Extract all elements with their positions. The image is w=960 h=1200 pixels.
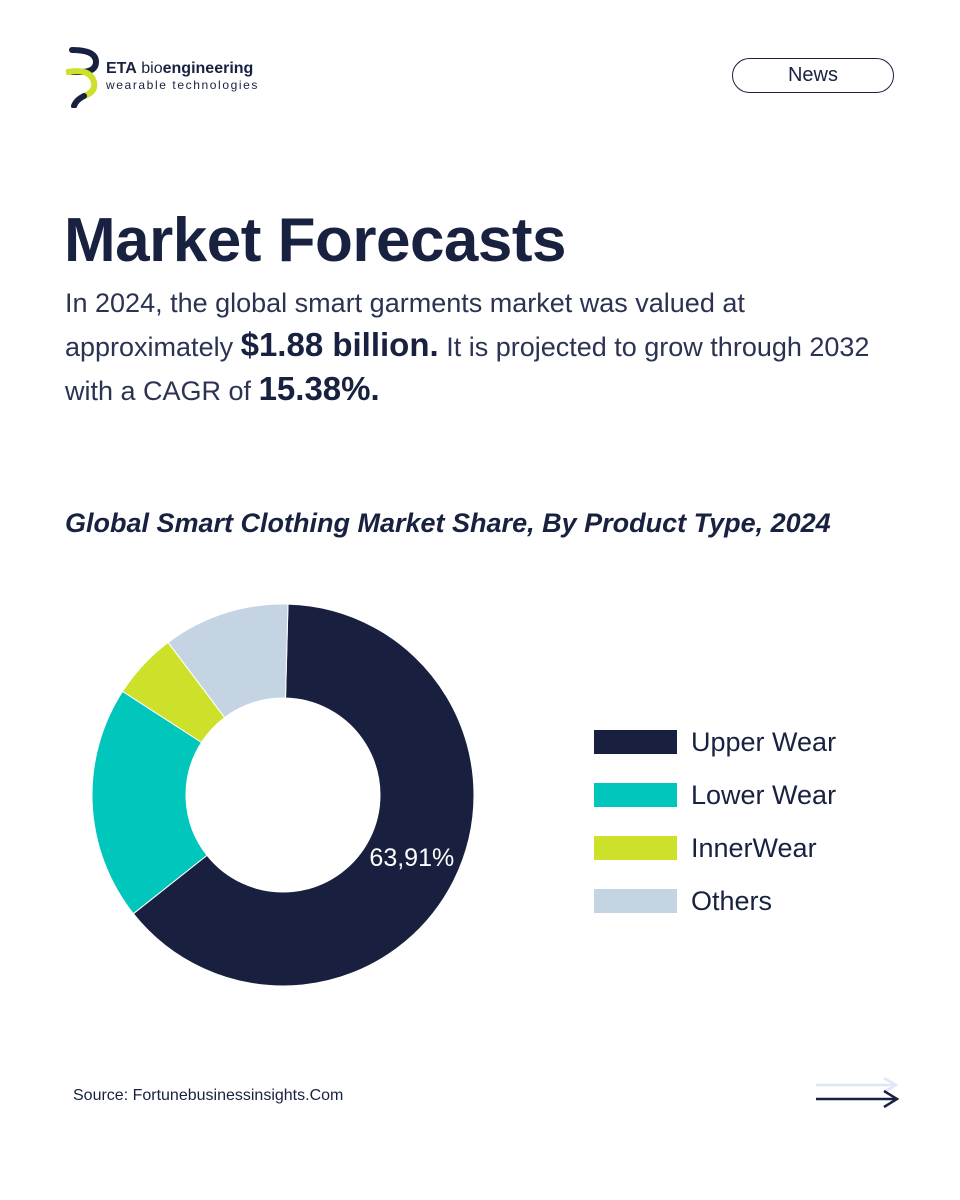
source-citation: Source: Fortunebusinessinsights.Com	[73, 1087, 344, 1104]
legend-swatch	[594, 783, 677, 807]
slice-upper-wear	[132, 603, 475, 987]
intro-paragraph: In 2024, the global smart garments marke…	[65, 288, 870, 407]
legend-swatch	[594, 889, 677, 913]
brand-name: ETA bioengineering	[106, 60, 254, 77]
legend-label: Upper Wear	[691, 726, 837, 757]
legend-label: Others	[691, 885, 773, 916]
news-button[interactable]: News	[732, 58, 894, 93]
slice-lower-wear	[91, 690, 208, 915]
slice-others	[167, 603, 289, 719]
legend-label: Lower Wear	[691, 779, 837, 810]
legend-item-upper-wear: Upper Wear	[594, 722, 836, 762]
market-value-highlight: $1.88 billion.	[240, 326, 439, 363]
page-title: Market Forecasts	[64, 206, 567, 275]
donut-chart: 63,91%	[91, 603, 475, 987]
legend-item-others: Others	[594, 881, 772, 921]
brand-logo: ETA bioengineering wearable technologies	[66, 46, 296, 108]
legend-label: InnerWear	[691, 832, 817, 863]
cagr-highlight: 15.38%.	[258, 370, 380, 407]
eta-logo-icon	[66, 47, 100, 108]
legend-swatch	[594, 730, 677, 754]
brand-tagline: wearable technologies	[106, 78, 260, 92]
legend-swatch	[594, 836, 677, 860]
arrow-right-icon[interactable]	[812, 1075, 902, 1115]
legend-item-innerwear: InnerWear	[594, 828, 817, 868]
chart-title: Global Smart Clothing Market Share, By P…	[65, 508, 831, 538]
legend-item-lower-wear: Lower Wear	[594, 775, 836, 815]
data-label: 63,91%	[369, 844, 454, 872]
